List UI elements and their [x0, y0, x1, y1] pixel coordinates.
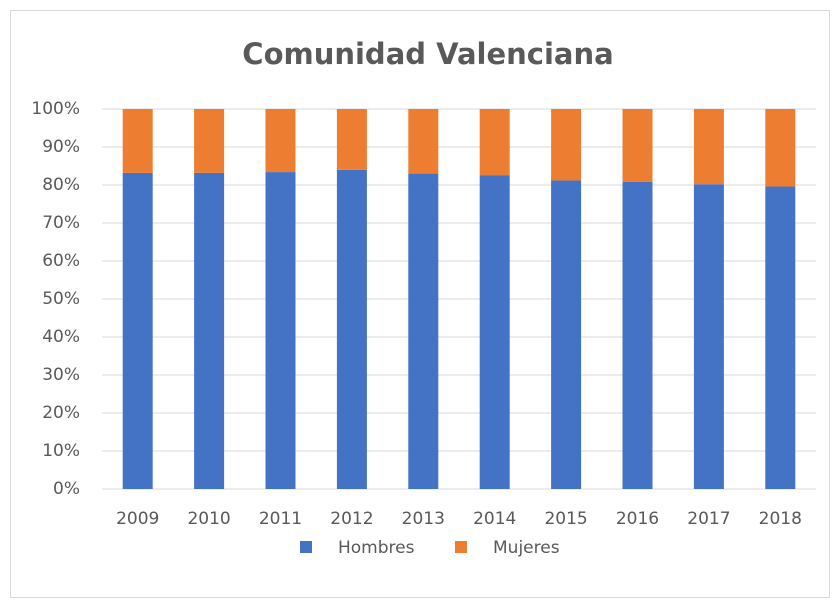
chart-title: Comunidad Valenciana: [242, 37, 613, 71]
x-tick-label: 2013: [402, 509, 445, 529]
bar-segment: [765, 186, 796, 489]
bar-segment: [194, 109, 225, 173]
y-tick-label: 30%: [42, 365, 80, 385]
bar-segment: [479, 175, 510, 489]
x-tick-label: 2010: [187, 509, 230, 529]
x-tick-label: 2014: [473, 509, 516, 529]
bar-segment: [408, 109, 439, 174]
x-tick-label: 2011: [259, 509, 302, 529]
y-tick-label: 20%: [42, 403, 80, 423]
bar-segment: [622, 181, 653, 489]
bar-segment: [194, 172, 225, 489]
bar-segment: [122, 109, 153, 173]
bar-segment: [551, 109, 582, 181]
legend-swatch: [455, 541, 467, 553]
x-tick-label: 2009: [116, 509, 159, 529]
y-tick-label: 100%: [31, 99, 80, 119]
bar-segment: [336, 169, 367, 490]
y-tick-label: 10%: [42, 441, 80, 461]
x-tick-label: 2012: [330, 509, 373, 529]
y-tick-label: 80%: [42, 175, 80, 195]
x-tick-label: 2015: [544, 509, 587, 529]
bar-segment: [408, 173, 439, 489]
y-tick-label: 90%: [42, 137, 80, 157]
y-tick-label: 60%: [42, 251, 80, 271]
legend-label: Mujeres: [493, 538, 560, 558]
bar-segment: [265, 172, 296, 489]
legend-label: Hombres: [338, 538, 415, 558]
bar-segment: [265, 109, 296, 173]
x-tick-label: 2017: [687, 509, 730, 529]
legend-swatch: [300, 541, 312, 553]
bar-segment: [693, 109, 724, 185]
bar-segment: [622, 109, 653, 182]
bar-segment: [336, 109, 367, 170]
bar-segment: [122, 172, 153, 489]
x-tick-label: 2018: [759, 509, 802, 529]
bar-segment: [479, 109, 510, 176]
y-tick-label: 70%: [42, 213, 80, 233]
y-tick-label: 0%: [53, 479, 80, 499]
y-tick-label: 50%: [42, 289, 80, 309]
x-tick-label: 2016: [616, 509, 659, 529]
bar-segment: [765, 109, 796, 187]
y-tick-label: 40%: [42, 327, 80, 347]
bar-segment: [551, 180, 582, 489]
bar-segment: [693, 184, 724, 490]
